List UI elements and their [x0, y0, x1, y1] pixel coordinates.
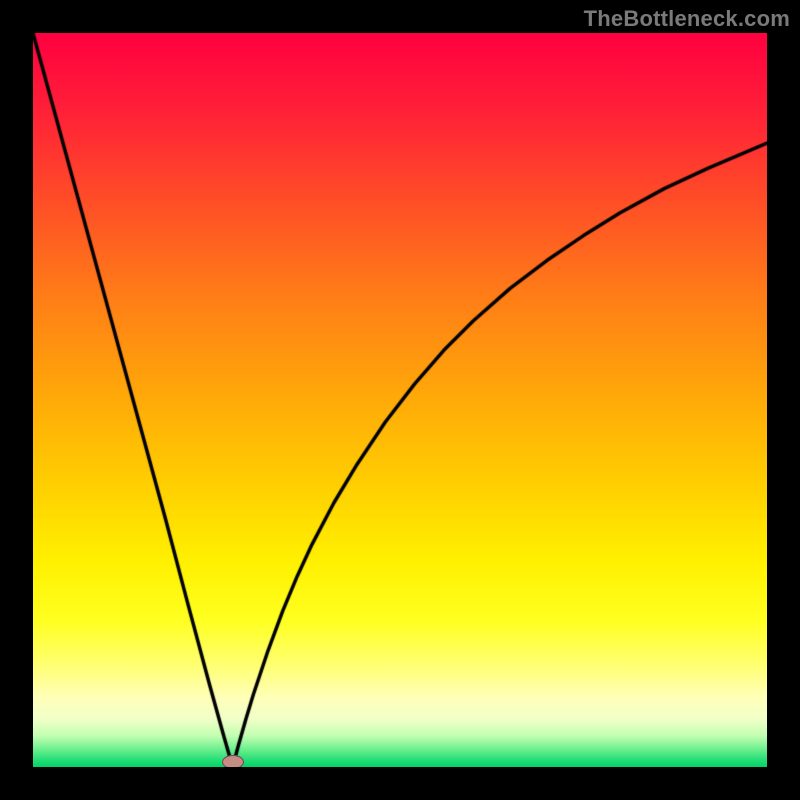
curve-canvas: [33, 33, 767, 767]
min-marker: [222, 755, 244, 767]
chart-container: TheBottleneck.com: [0, 0, 800, 800]
plot-area: [33, 33, 767, 767]
watermark-text: TheBottleneck.com: [584, 6, 790, 32]
